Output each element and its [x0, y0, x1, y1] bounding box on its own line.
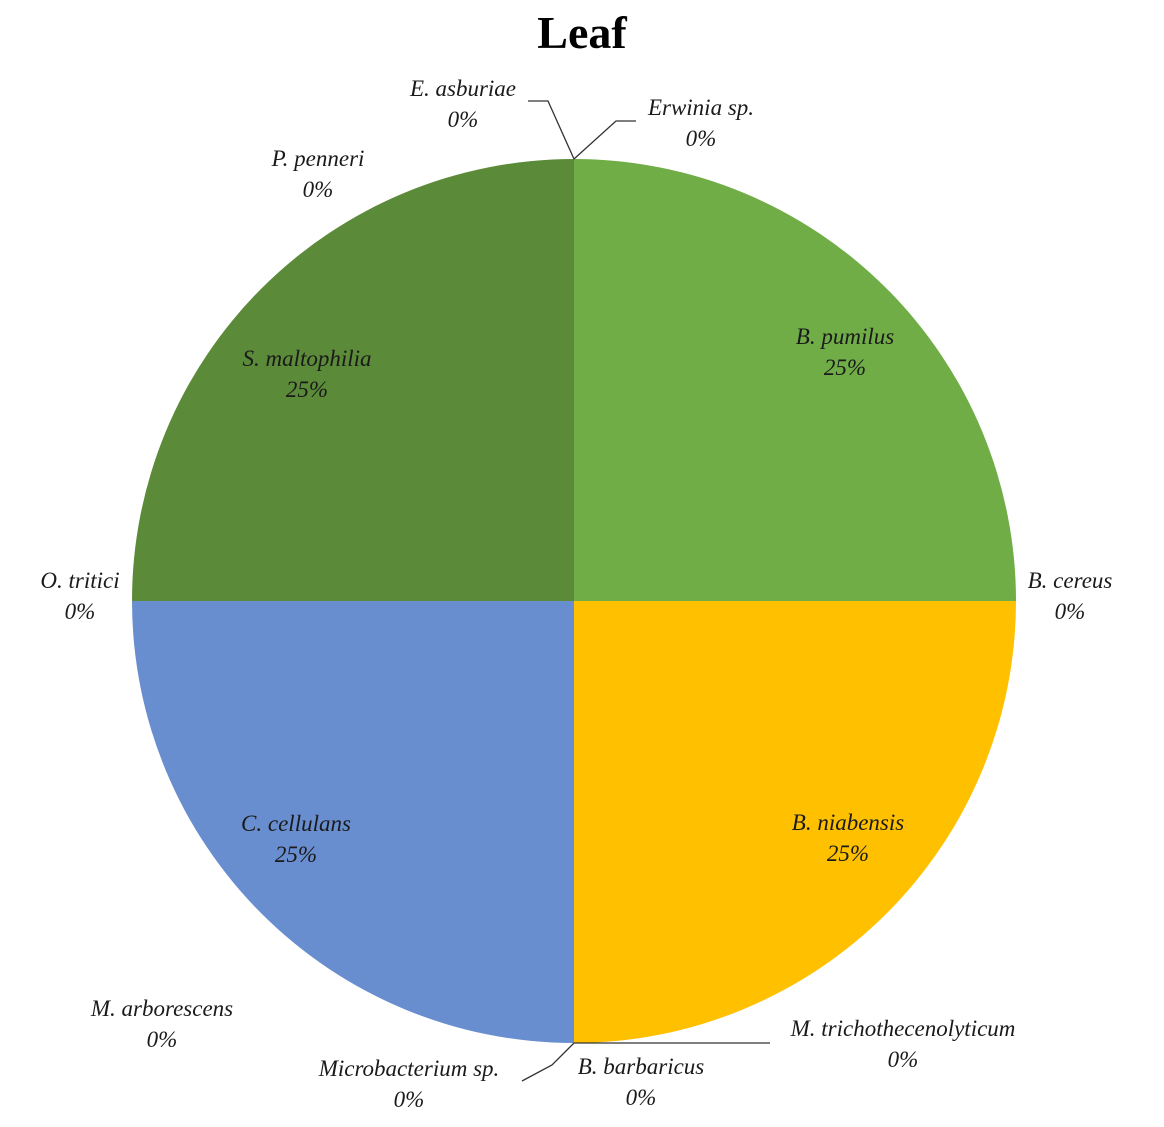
pie-slice-b-niabensis: [574, 601, 1016, 1043]
leader-line-microbacterium-sp: [521, 1042, 575, 1082]
chart-title: Leaf: [537, 7, 627, 58]
slice-label-b-pumilus: B. pumilus 25%: [796, 324, 894, 380]
slice-label-b-barbaricus: B. barbaricus 0%: [578, 1054, 705, 1110]
slice-label-o-tritici: O. tritici 0%: [40, 568, 119, 624]
slice-label-b-cereus: B. cereus 0%: [1028, 568, 1113, 624]
slice-label-c-cellulans: C. cellulans 25%: [241, 811, 351, 867]
slice-label-b-niabensis: B. niabensis 25%: [792, 810, 904, 866]
slice-label-microbacterium-sp: Microbacterium sp. 0%: [318, 1056, 500, 1112]
pie-slice-s-maltophilia: [132, 159, 574, 601]
slice-label-m-arborescens: M. arborescens 0%: [90, 996, 233, 1052]
slice-label-m-trichothecenolyticum: M. trichothecenolyticum 0%: [790, 1016, 1016, 1072]
pie-slice-b-pumilus: [574, 159, 1016, 601]
slice-label-erwinia-sp: Erwinia sp. 0%: [647, 95, 754, 151]
slice-label-e-asburiae: E. asburiae 0%: [409, 76, 516, 132]
leader-line-e-asburiae: [528, 100, 575, 160]
pie-slice-c-cellulans: [132, 601, 574, 1043]
leader-line-erwinia-sp: [573, 120, 636, 160]
slice-label-p-penneri: P. penneri 0%: [271, 146, 365, 202]
slice-label-s-maltophilia: S. maltophilia 25%: [242, 346, 371, 402]
